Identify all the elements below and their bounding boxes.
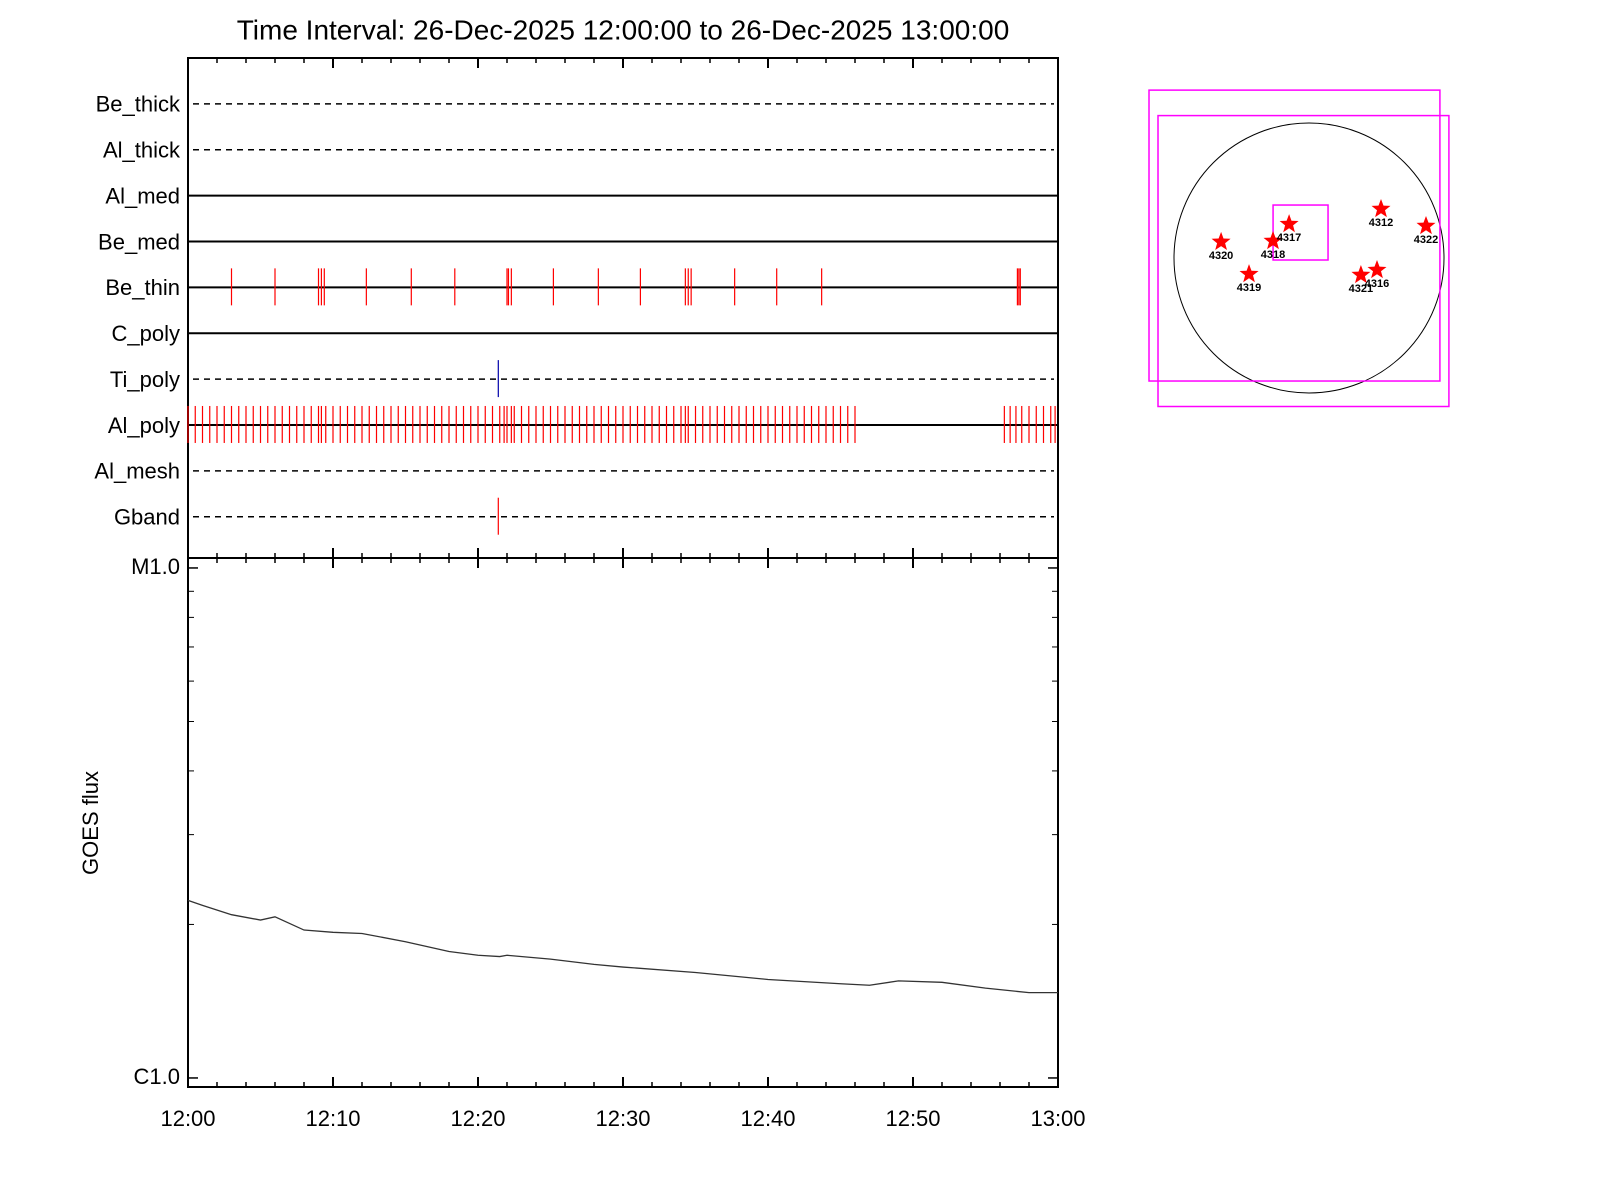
row-label: Gband [114, 505, 180, 530]
row-label: Al_med [105, 183, 180, 208]
x-tick-label: 12:40 [740, 1106, 795, 1131]
plot-frame [187, 57, 1059, 559]
region-label: 4316 [1365, 278, 1389, 290]
region-label: 4319 [1237, 282, 1261, 294]
region-label: 4312 [1369, 217, 1393, 229]
row-label: Al_poly [108, 413, 180, 438]
region-label: 4320 [1209, 250, 1233, 262]
goes-line [187, 899, 1058, 994]
x-tick-label: 12:30 [595, 1106, 650, 1131]
row-label: Be_med [98, 229, 180, 254]
y-axis-label: GOES flux [78, 771, 103, 875]
row-label: Ti_poly [110, 367, 180, 392]
row-label: Be_thick [96, 92, 181, 117]
region-star [1371, 199, 1391, 218]
fov-box [1148, 89, 1441, 382]
row-label: Be_thin [105, 275, 180, 300]
x-tick-label: 12:20 [450, 1106, 505, 1131]
y-tick-label: M1.0 [131, 554, 180, 579]
region-label: 4322 [1414, 234, 1438, 246]
plot-frame [187, 557, 1059, 1088]
region-star [1367, 260, 1387, 279]
solar-disk [1173, 122, 1445, 394]
x-tick-label: 12:50 [885, 1106, 940, 1131]
region-star [1239, 264, 1259, 283]
chart-title: Time Interval: 26-Dec-2025 12:00:00 to 2… [237, 14, 1010, 45]
region-star [1263, 231, 1283, 250]
region-label: 4321 [1349, 283, 1373, 295]
region-label: 4318 [1261, 249, 1285, 261]
row-label: Al_mesh [94, 459, 180, 484]
y-tick-label: C1.0 [134, 1064, 180, 1089]
region-star [1351, 265, 1371, 284]
region-label: 4317 [1277, 232, 1301, 244]
x-tick-label: 12:00 [160, 1106, 215, 1131]
region-star [1211, 231, 1231, 250]
x-tick-label: 13:00 [1030, 1106, 1085, 1131]
region-star [1279, 214, 1299, 233]
fov-box [1157, 114, 1450, 408]
region-star [1416, 216, 1436, 235]
row-label: C_poly [112, 321, 180, 346]
x-tick-label: 12:10 [305, 1106, 360, 1131]
row-label: Al_thick [103, 138, 181, 163]
